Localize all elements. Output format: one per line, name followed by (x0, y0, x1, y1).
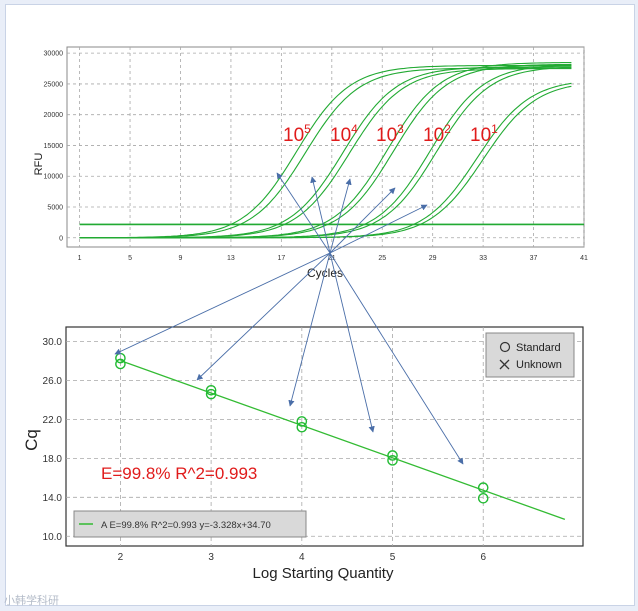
legend-box (485, 332, 575, 378)
amplification-x-tick-label: 25 (378, 255, 386, 262)
legend-standard-label: Standard (516, 342, 561, 354)
standard-point (387, 450, 398, 461)
amplification-y-tick-label: 5000 (47, 205, 63, 212)
standard-point (205, 384, 217, 396)
arrow-to-amplification-curve (329, 204, 428, 254)
standard-y-tick-label: 22.0 (43, 415, 63, 426)
arrow-to-standard-point (196, 252, 331, 381)
standard-x-tick-label: 5 (390, 552, 396, 563)
amplification-y-tick-label: 10000 (44, 174, 64, 181)
connector-arrows (114, 172, 464, 465)
amplification-y-tick-label: 25000 (44, 81, 64, 88)
fit-legend-label: A E=99.8% R^2=0.993 y=-3.328x+34.70 (101, 520, 271, 531)
amplification-y-tick-label: 15000 (44, 143, 64, 150)
arrow-to-amplification-curve (329, 187, 396, 254)
amplification-y-tick-label: 30000 (44, 51, 64, 58)
standard-x-tick-label: 2 (118, 552, 124, 563)
amplification-y-ticks: 0 5000 10000 15000 20000 25000 30000 (44, 51, 64, 243)
arrow-to-amplification-curve (329, 178, 352, 254)
watermark-text: 小韩学科研 (4, 595, 59, 607)
amplification-x-tick-label: 41 (580, 255, 588, 262)
legend: Standard Unknown (485, 332, 575, 378)
standard-point (205, 388, 217, 400)
fit-line (120, 360, 566, 520)
standard-curve-chart: 2 3 4 5 6 10.0 14.0 18.0 22.0 26.0 30.0 E=99.8% R… (22, 326, 584, 582)
standard-point (477, 493, 489, 504)
standard-x-ticks: 2 3 4 5 6 (118, 552, 487, 563)
standard-y-tick-label: 30.0 (43, 337, 63, 348)
amplification-curve-10e5 (79, 67, 572, 239)
amplification-y-tick-label: 20000 (44, 112, 64, 119)
standard-point (296, 421, 308, 433)
arrow-to-standard-point (329, 252, 375, 433)
standard-x-tick-label: 6 (480, 552, 486, 563)
amplification-y-axis-label: RFU (33, 153, 45, 176)
fit-legend-box (73, 510, 307, 538)
standard-point (115, 358, 126, 370)
standard-x-tick-label: 3 (208, 552, 214, 563)
amplification-x-ticks: 1 5 9 13 17 21 25 29 33 37 41 (78, 255, 588, 262)
amplification-curve-10e1 (79, 85, 572, 239)
legend-cross-icon (499, 359, 510, 370)
standard-y-tick-label: 26.0 (43, 376, 63, 387)
fit-legend: A E=99.8% R^2=0.993 y=-3.328x+34.70 (73, 510, 307, 538)
amplification-x-tick-label: 29 (429, 255, 437, 262)
legend-unknown-label: Unknown (516, 359, 562, 371)
arrow-to-standard-point (288, 252, 331, 407)
amplification-x-tick-label: 37 (530, 255, 538, 262)
amplification-y-tick-label: 0 (59, 235, 63, 242)
amplification-x-tick-label: 21 (328, 255, 336, 262)
amplification-x-tick-label: 33 (479, 255, 487, 262)
legend-circle-icon (499, 341, 511, 353)
amplification-chart: 1 5 9 13 17 21 25 29 33 37 41 0 5000 10000 15000 20000… (33, 46, 588, 280)
arrow-to-amplification-curve (276, 172, 331, 254)
amplification-x-tick-label: 1 (78, 255, 82, 262)
amplification-plot-area (66, 46, 585, 248)
arrow-to-standard-point (329, 252, 464, 465)
standard-y-tick-label: 18.0 (43, 454, 63, 465)
standard-y-ticks: 10.0 14.0 18.0 22.0 26.0 30.0 (43, 337, 63, 543)
standard-y-tick-label: 14.0 (43, 493, 63, 504)
standard-points (115, 352, 489, 504)
standard-x-tick-label: 4 (299, 552, 305, 563)
standard-y-axis-label: Cq (22, 429, 41, 451)
arrow-to-amplification-curve (310, 176, 331, 254)
standard-point (477, 482, 489, 493)
amplification-x-tick-label: 5 (128, 255, 132, 262)
arrow-to-standard-point (114, 252, 331, 355)
efficiency-annotation: E=99.8% R^2=0.993 (101, 464, 257, 483)
standard-x-axis-label: Log Starting Quantity (253, 565, 394, 582)
standard-y-tick-label: 10.0 (43, 532, 63, 543)
standard-point (296, 416, 308, 427)
standard-point (387, 455, 398, 466)
amplification-x-tick-label: 13 (227, 255, 235, 262)
amplification-x-tick-label: 9 (179, 255, 183, 262)
amplification-x-tick-label: 17 (277, 255, 285, 262)
